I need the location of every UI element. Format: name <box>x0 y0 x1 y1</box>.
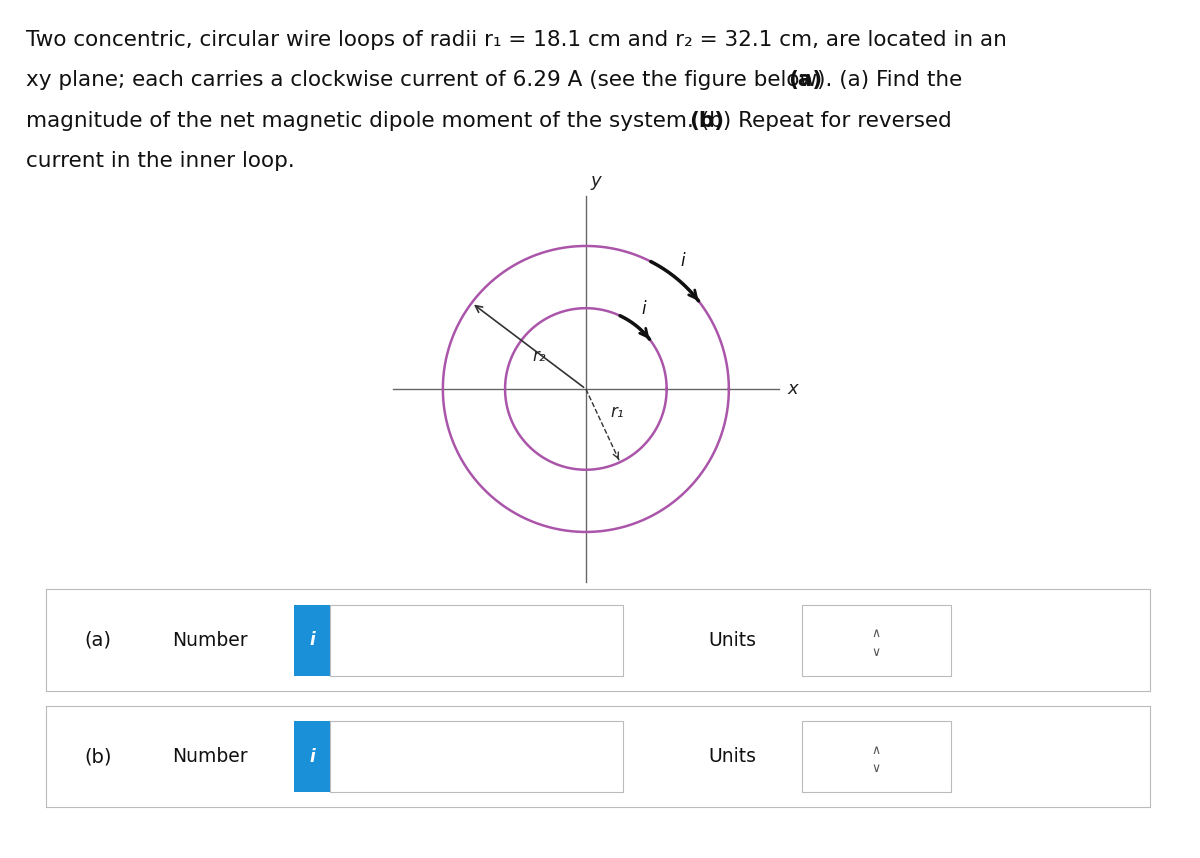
Text: ∨: ∨ <box>871 763 881 776</box>
Text: (b): (b) <box>689 111 724 130</box>
Text: r₁: r₁ <box>610 403 624 421</box>
FancyBboxPatch shape <box>294 722 330 792</box>
Text: i: i <box>642 300 646 318</box>
Text: x: x <box>787 380 798 398</box>
Text: Two concentric, circular wire loops of radii r₁ = 18.1 cm and r₂ = 32.1 cm, are : Two concentric, circular wire loops of r… <box>26 30 1007 50</box>
FancyBboxPatch shape <box>802 605 950 675</box>
Text: (a): (a) <box>788 70 823 90</box>
Text: ∨: ∨ <box>871 646 881 659</box>
Text: Units: Units <box>708 747 756 766</box>
Text: r₂: r₂ <box>532 347 546 365</box>
Text: i: i <box>680 252 684 270</box>
Text: (b): (b) <box>84 747 112 766</box>
Text: Units: Units <box>708 631 756 650</box>
Text: y: y <box>590 172 601 190</box>
Text: xy plane; each carries a clockwise current of 6.29 A (see the figure below). (a): xy plane; each carries a clockwise curre… <box>26 70 962 90</box>
Text: i: i <box>310 748 316 765</box>
Text: Number: Number <box>173 631 248 650</box>
FancyBboxPatch shape <box>330 605 623 675</box>
Text: (a): (a) <box>84 631 112 650</box>
Text: Number: Number <box>173 747 248 766</box>
Text: magnitude of the net magnetic dipole moment of the system. (b) Repeat for revers: magnitude of the net magnetic dipole mom… <box>26 111 952 130</box>
Text: ∧: ∧ <box>871 744 881 757</box>
Text: i: i <box>310 631 316 649</box>
FancyBboxPatch shape <box>802 722 950 792</box>
Text: current in the inner loop.: current in the inner loop. <box>26 151 295 171</box>
FancyBboxPatch shape <box>294 605 330 675</box>
FancyBboxPatch shape <box>330 722 623 792</box>
Text: ∧: ∧ <box>871 627 881 640</box>
